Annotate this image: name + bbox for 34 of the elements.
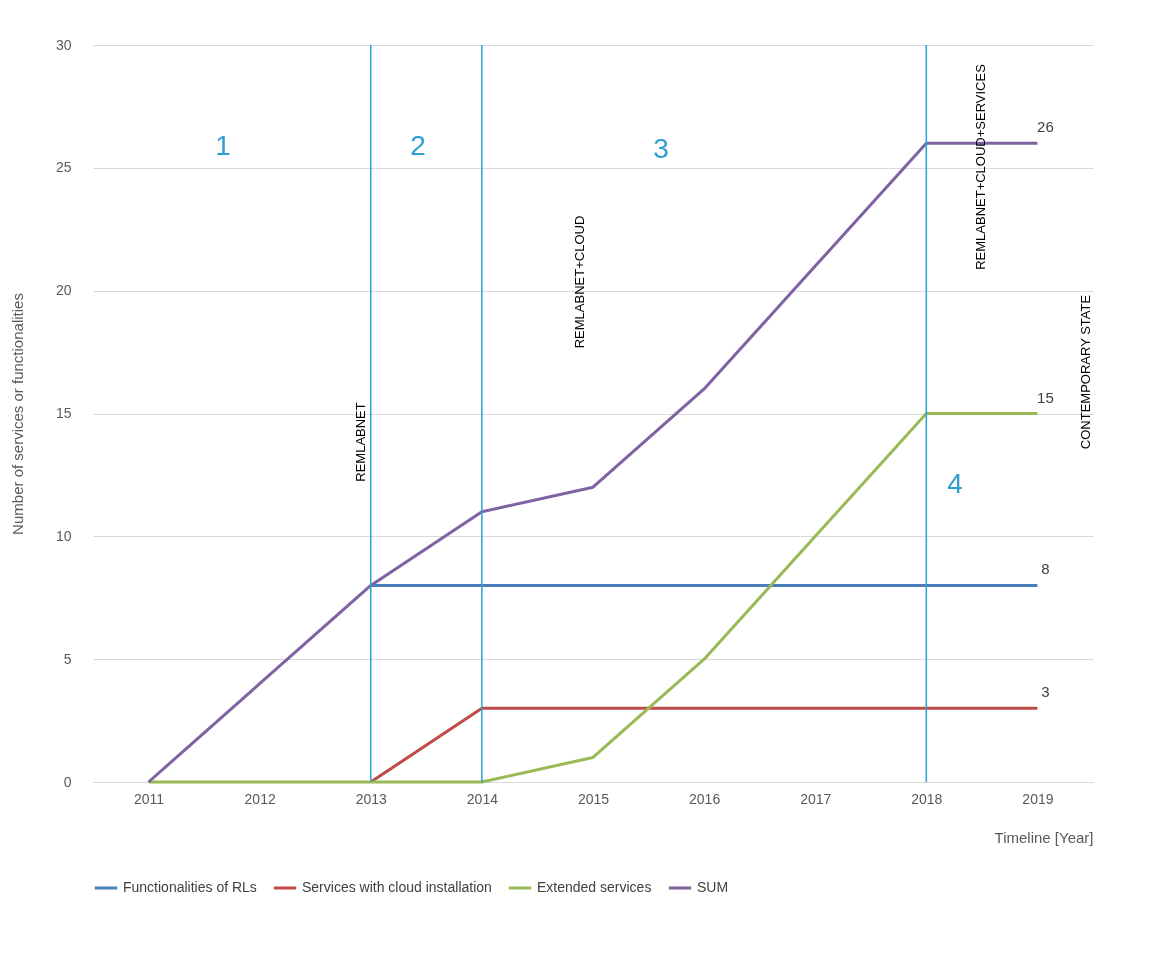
data-label: 8 [1041, 560, 1050, 578]
y-tick-label: 20 [55, 282, 72, 299]
x-tick-label: 2017 [800, 790, 832, 807]
x-axis-title: Timeline [Year] [994, 828, 1094, 846]
y-tick-label: 30 [55, 36, 72, 53]
legend-label: Functionalities of RLs [123, 879, 257, 895]
x-tick-label: 2018 [911, 790, 943, 807]
annotation: REMLABNET [353, 402, 368, 482]
legend-label: SUM [697, 879, 729, 895]
y-tick-label: 0 [63, 773, 72, 790]
annotation: 2 [410, 130, 426, 161]
y-tick-label: 15 [55, 405, 72, 421]
x-tick-label: 2011 [134, 790, 165, 807]
annotation: 3 [653, 133, 669, 164]
data-label: 26 [1037, 118, 1054, 136]
x-tick-label: 2014 [466, 790, 499, 807]
x-tick-label: 2013 [355, 790, 388, 807]
x-tick-label: 2019 [1022, 790, 1054, 807]
legend-label: Services with cloud installation [302, 879, 492, 895]
annotation: REMLABNET+CLOUD [572, 215, 587, 349]
x-tick-label: 2012 [244, 790, 276, 807]
annotation: 1 [215, 130, 231, 161]
x-tick-label: 2016 [689, 790, 721, 807]
legend-label: Extended services [537, 879, 652, 895]
annotation: REMLABNET+CLOUD+SERVICES [973, 63, 988, 270]
annotation: 4 [947, 468, 963, 499]
data-label: 15 [1037, 388, 1054, 406]
y-tick-label: 25 [55, 159, 72, 176]
y-tick-label: 10 [55, 527, 72, 544]
data-label: 3 [1041, 683, 1050, 701]
annotation: CONTEMPORARY STATE [1078, 294, 1093, 450]
y-tick-label: 5 [63, 650, 72, 667]
y-axis-title: Number of services or functionalities [8, 293, 26, 535]
x-tick-label: 2015 [577, 790, 610, 807]
